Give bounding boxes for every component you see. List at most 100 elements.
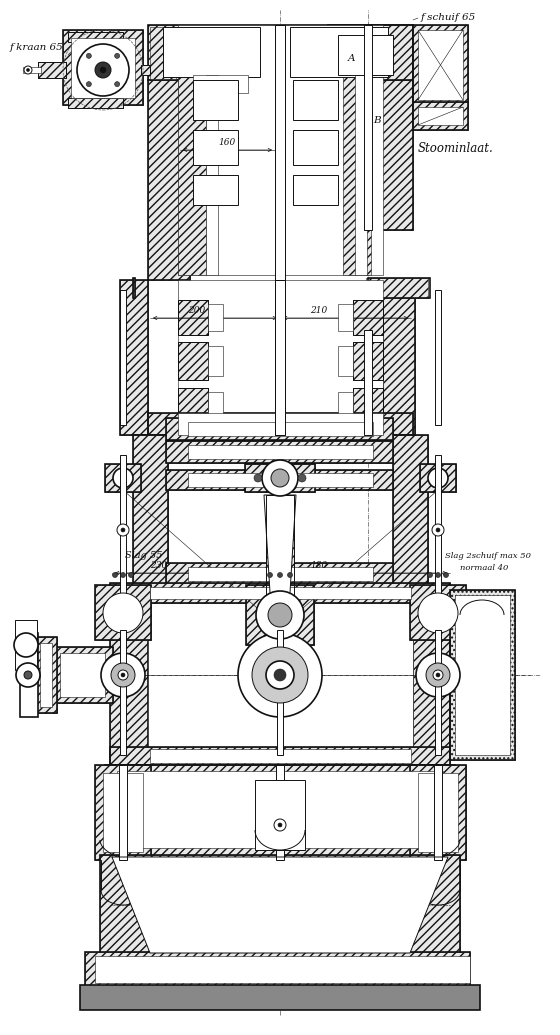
Bar xyxy=(95,765,151,860)
Bar xyxy=(150,27,176,79)
Circle shape xyxy=(86,54,91,58)
Circle shape xyxy=(436,673,440,677)
Bar xyxy=(133,435,168,585)
Bar xyxy=(193,75,248,93)
Text: Slag 2schuif max 50: Slag 2schuif max 50 xyxy=(445,552,531,560)
Bar xyxy=(178,280,383,435)
Bar xyxy=(110,583,450,603)
Bar xyxy=(208,346,223,376)
Bar xyxy=(166,563,393,585)
Bar xyxy=(434,765,442,860)
Bar xyxy=(193,175,238,205)
Bar xyxy=(255,780,305,850)
Bar xyxy=(338,392,353,426)
Bar xyxy=(328,25,413,80)
Circle shape xyxy=(26,68,30,71)
Bar xyxy=(166,441,393,463)
Bar xyxy=(100,855,460,955)
Bar xyxy=(110,585,148,765)
Bar xyxy=(440,860,455,880)
Bar xyxy=(178,342,208,380)
Bar xyxy=(35,637,57,713)
Circle shape xyxy=(120,572,125,578)
Bar xyxy=(178,75,206,275)
Circle shape xyxy=(24,66,32,73)
Bar xyxy=(328,25,413,80)
Bar xyxy=(364,25,372,230)
Bar xyxy=(110,583,450,603)
Bar xyxy=(141,65,150,75)
Bar xyxy=(178,388,208,430)
Text: Slag 55: Slag 55 xyxy=(125,551,162,560)
Circle shape xyxy=(287,572,292,578)
Bar xyxy=(258,790,302,850)
Bar xyxy=(166,563,393,585)
Bar xyxy=(193,80,238,120)
Bar xyxy=(148,25,413,80)
Circle shape xyxy=(274,669,286,681)
Bar xyxy=(166,418,393,440)
Bar xyxy=(178,77,275,105)
Bar xyxy=(80,985,480,1010)
Circle shape xyxy=(113,572,118,578)
Bar xyxy=(178,25,383,275)
Text: B: B xyxy=(373,116,381,125)
Bar xyxy=(71,38,135,98)
Bar xyxy=(262,27,298,79)
Bar xyxy=(338,304,353,331)
Bar xyxy=(338,346,353,376)
Bar xyxy=(353,300,383,335)
Bar xyxy=(393,435,428,585)
Bar xyxy=(383,280,415,435)
Bar xyxy=(148,25,413,80)
Circle shape xyxy=(252,647,308,703)
Bar xyxy=(343,75,371,275)
Circle shape xyxy=(254,474,262,482)
Bar xyxy=(68,98,123,108)
Bar xyxy=(293,80,338,120)
Bar xyxy=(413,585,450,765)
Polygon shape xyxy=(264,495,296,625)
Bar xyxy=(450,590,515,760)
Bar xyxy=(120,280,148,435)
Bar xyxy=(117,771,443,848)
Bar xyxy=(275,280,285,435)
Bar xyxy=(293,175,338,205)
Polygon shape xyxy=(112,857,448,953)
Circle shape xyxy=(433,670,443,680)
Bar xyxy=(293,175,338,205)
Circle shape xyxy=(278,572,282,578)
Bar xyxy=(246,585,314,645)
Bar xyxy=(105,765,455,860)
Bar xyxy=(110,747,450,765)
Bar xyxy=(178,413,383,435)
Circle shape xyxy=(16,663,40,687)
Bar xyxy=(35,637,57,713)
Bar xyxy=(208,392,223,426)
Bar xyxy=(23,67,41,73)
Bar xyxy=(418,107,463,125)
Bar xyxy=(105,464,141,492)
Bar xyxy=(413,102,468,130)
Circle shape xyxy=(95,62,111,78)
Circle shape xyxy=(100,67,106,73)
Text: A: A xyxy=(348,54,356,63)
Bar xyxy=(85,952,470,987)
Bar xyxy=(63,30,143,105)
Text: f kraan 65: f kraan 65 xyxy=(10,43,64,52)
Bar xyxy=(413,25,468,105)
Bar xyxy=(150,749,411,763)
Bar xyxy=(371,80,413,230)
Bar xyxy=(178,300,208,335)
Circle shape xyxy=(416,653,460,697)
Bar xyxy=(193,80,238,120)
Bar xyxy=(338,35,393,75)
Bar xyxy=(193,175,238,205)
Bar xyxy=(40,643,52,707)
Circle shape xyxy=(101,653,145,697)
Bar xyxy=(20,633,38,717)
Circle shape xyxy=(111,663,135,687)
Bar xyxy=(206,75,218,275)
Bar xyxy=(188,422,373,436)
Text: 180: 180 xyxy=(310,561,327,570)
